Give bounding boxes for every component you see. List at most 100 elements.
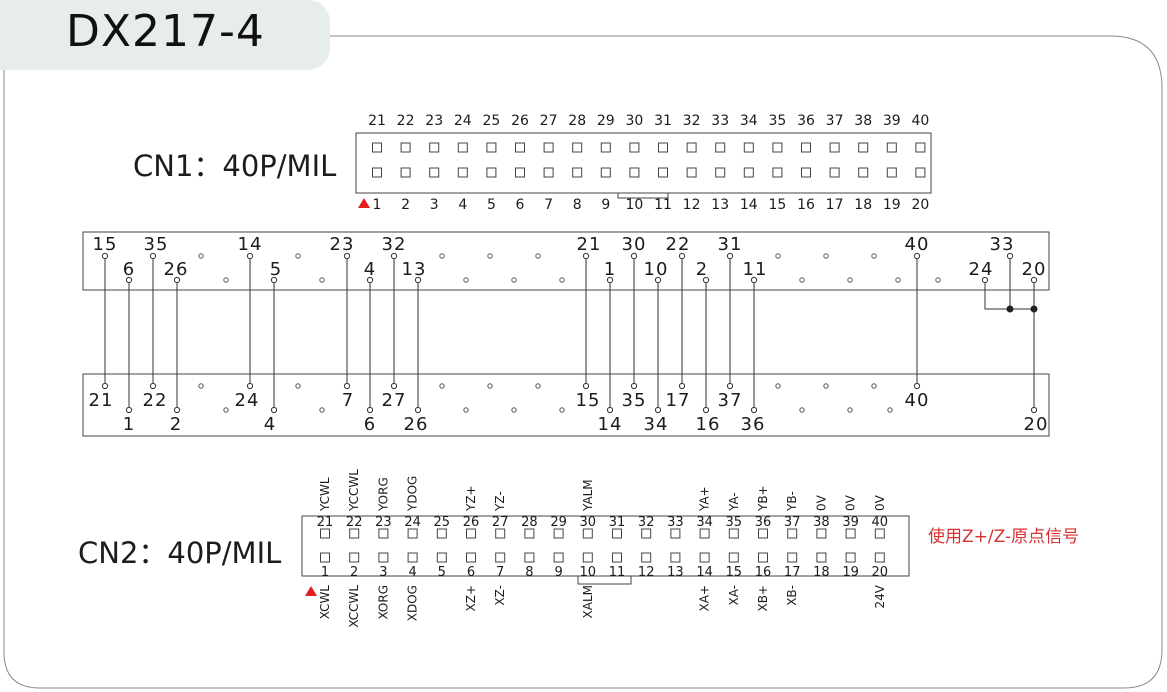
cn2-top-number: 27 [492,515,509,530]
lower-bottom-label: 16 [696,414,721,435]
cn1-top-number: 31 [654,113,672,129]
upper-terminal [366,276,374,284]
cn1-bottom-number: 20 [911,197,929,213]
unused-terminal [535,383,541,389]
cn2-pin1-marker-icon [305,586,317,596]
cn2-top-number: 40 [872,515,889,530]
lower-terminal [101,382,109,390]
cn2-top-signal: 0V [844,494,858,511]
upper-terminal [125,276,133,284]
cn2-bottom-signal: 24V [873,584,887,608]
upper-terminal [1006,252,1014,260]
cn1-top-number: 21 [368,113,386,129]
lower-bottom-label: 6 [364,414,376,435]
lower-terminal [125,406,133,414]
cn1-pin [457,142,468,153]
upper-bottom-label: 20 [1022,259,1047,280]
unused-terminal [871,253,877,259]
upper-bottom-label: 2 [696,259,708,280]
lower-terminal [606,406,614,414]
lower-bottom-label: 4 [264,414,276,435]
page-title: DX217-4 [66,6,265,57]
cn2-bottom-signal: XB- [785,585,799,606]
cn2-key-notch [577,575,632,585]
cn2-pin [641,552,652,563]
lower-top-label: 7 [342,390,354,411]
upper-bottom-label: 4 [364,259,376,280]
cn2-label: CN2：40P/MIL [78,536,281,570]
cn2-bottom-number: 10 [580,565,597,580]
cn1-pin [543,167,554,178]
cn2-pin [699,528,710,539]
cn2-pin [670,528,681,539]
cn2-pin [787,552,798,563]
cn1-bottom-number: 15 [768,197,786,213]
upper-bottom-label: 1 [604,259,616,280]
cn1-pin [772,167,783,178]
cn2-bottom-number: 13 [667,565,684,580]
cn1-bottom-number: 5 [487,197,496,213]
cn2-pin [582,552,593,563]
cn2-pin [407,552,418,563]
cn2-bottom-number: 5 [438,565,446,580]
cn2-pin [320,552,330,563]
cn2-top-signal: YZ- [493,491,507,512]
upper-terminal [678,252,686,260]
cn2-bottom-number: 18 [813,565,830,580]
unused-terminal [511,407,517,413]
cn2-pin [349,552,360,563]
cn1-pin [715,167,726,178]
cn1-top-number: 37 [826,113,844,129]
cn2-top-signal: YDOG [406,476,420,512]
unused-terminal [511,277,517,283]
cn1-pins [372,142,926,178]
cn1-top-number: 26 [511,113,529,129]
upper-terminal [981,276,989,284]
lower-terminal [582,382,590,390]
lower-terminal [630,382,638,390]
cn1-pin [372,167,382,178]
upper-bottom-label: 6 [123,259,135,280]
lower-terminal [149,382,157,390]
cn1-pin [743,167,754,178]
upper-bottom-label: 26 [164,259,189,280]
cn2-bottom-number: 9 [554,565,562,580]
wire-labels: 15 35 14 23 32 21 30 22 31 40 336 26 5 4 13 1 10 2 11 24 202… [89,234,1049,435]
lower-terminal [173,406,181,414]
cn2-pin [874,528,885,539]
unused-terminal [198,383,204,389]
lower-terminal-strip [82,373,1050,437]
upper-top-label: 14 [238,234,263,255]
cn2-top-signal: 0V [873,494,887,511]
cn2-bottom-signal: XALM [581,585,595,618]
cn1-key-notch [617,192,669,199]
cn2-pin [845,552,856,563]
cn2-top-number: 28 [521,515,538,530]
cn2-top-signal: YB+ [756,485,770,512]
lower-terminal [390,382,398,390]
unused-terminal [487,383,493,389]
cn1-pin [629,167,640,178]
upper-terminal [1030,276,1038,284]
cn2-pin [466,552,476,563]
lower-bottom-label: 20 [1024,414,1049,435]
upper-terminal [913,252,921,260]
upper-top-label: 31 [718,234,743,255]
cn1-pin [543,142,554,153]
cn1-pin [772,142,783,153]
cn2-pin [466,528,476,539]
cn1-bottom-number: 8 [573,197,582,213]
upper-top-label: 32 [382,234,407,255]
cn2-pin [612,552,622,563]
cn2-bottom-numbers: 1 2 3 4 5 6 7 8 9 10 11 12 13 14 15 16 17 18 19 20 [321,565,888,580]
unused-terminal [463,277,469,283]
cn2-bottom-number: 4 [408,565,416,580]
upper-terminal [582,252,590,260]
unused-terminal [775,253,781,259]
cn2-top-signal: YCCWL [347,469,361,512]
cn1-pin [801,167,811,178]
cn2-top-number: 23 [375,515,392,530]
lower-terminal [702,406,710,414]
unused-terminal-dots [198,253,941,413]
cn2-top-number: 30 [580,515,597,530]
